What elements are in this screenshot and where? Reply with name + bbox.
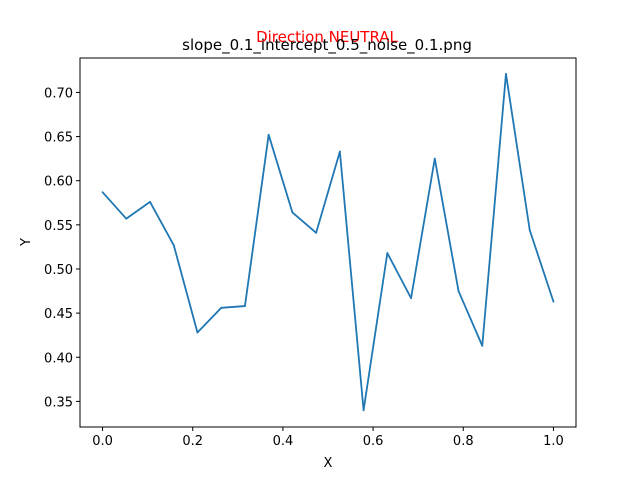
series-line-segment [125,200,151,220]
axes-frame [79,57,577,428]
y-axis-label: Y [19,238,34,247]
series-line-segment [315,150,341,234]
direction-annotation: Direction NEUTRAL [256,28,398,46]
x-tick-label: 1.0 [543,434,564,449]
x-axis-label: X [324,456,333,471]
chart-title: slope_0.1_intercept_0.5_noise_0.1.png [182,36,472,55]
y-tick-label: 0.35 [44,395,73,410]
x-tick-label: 0.2 [182,434,203,449]
series-line-segment [410,157,436,300]
series-line-segment [528,229,555,303]
x-tick-label: 0.6 [363,434,384,449]
y-tick-label: 0.65 [44,131,73,146]
series-line-segment [386,252,412,300]
plot-area [101,72,555,412]
series-line-segment [220,305,246,309]
series-line-segment [505,72,531,232]
series-line-segment [101,191,128,220]
series-line-segment [291,211,318,234]
series-line-segment [362,252,389,412]
x-tick-label: 0.0 [92,434,113,449]
series-line-segment [196,306,223,334]
series-line-segment [149,200,175,247]
series-line-segment [338,150,365,412]
y-tick-label: 0.70 [44,86,73,101]
y-tick-label: 0.55 [44,219,73,234]
series-line-segment [267,133,294,214]
series-line-segment [433,157,460,292]
axis-ticks: 0.0 0.2 0.4 0.6 0.8 1.0 0.35 0.40 0.45 0.50 0.55 0.… [44,86,564,449]
series-line-segment [481,72,507,347]
y-tick-label: 0.40 [44,351,73,366]
x-tick-label: 0.8 [453,434,474,449]
series-line-segment [244,133,270,307]
series-line-segment [172,244,199,334]
y-tick-label: 0.50 [44,263,73,278]
x-tick-label: 0.4 [273,434,294,449]
y-tick-label: 0.45 [44,307,73,322]
y-tick-label: 0.60 [44,175,73,190]
series-line-segment [457,290,484,347]
